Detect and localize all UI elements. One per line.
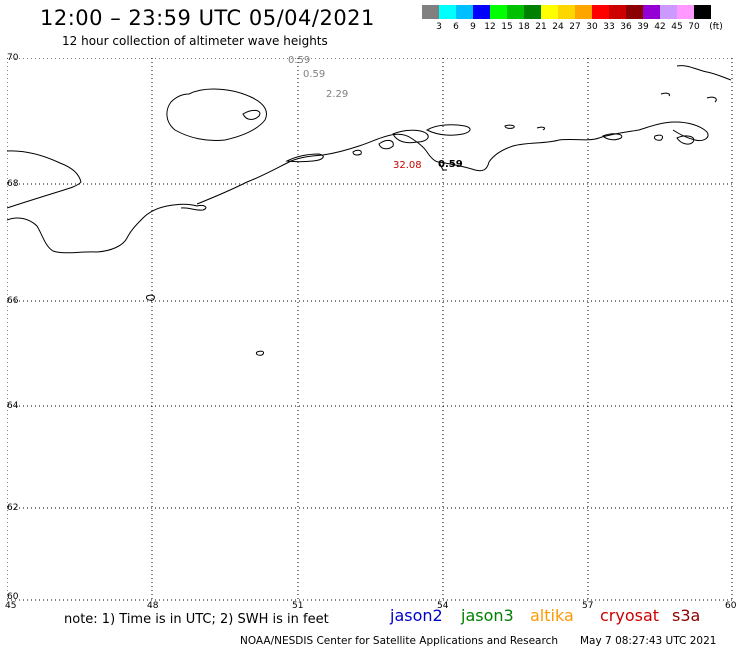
legend-label: 33 <box>603 22 615 32</box>
credit-text: NOAA/NESDIS Center for Satellite Applica… <box>240 635 558 647</box>
legend-swatch <box>694 5 711 19</box>
legend-swatch <box>677 5 694 19</box>
legend-labels: 3 6 9 12 15 18 21 24 27 30 33 36 39 42 4… <box>422 22 740 34</box>
map-gridlines <box>7 58 733 601</box>
legend-label: 6 <box>453 22 459 32</box>
legend-label: 3 <box>436 22 442 32</box>
lon-tick-label: 57 <box>582 601 594 611</box>
wave-height-map <box>7 58 733 601</box>
legend-swatch <box>541 5 558 19</box>
satellite-jason2: jason2 <box>390 606 443 625</box>
lon-tick-label: 48 <box>147 601 159 611</box>
legend-swatch <box>422 5 439 19</box>
legend-label: 15 <box>501 22 513 32</box>
legend-swatch <box>575 5 592 19</box>
map-subtitle: 12 hour collection of altimeter wave hei… <box>62 34 328 48</box>
color-legend <box>422 5 711 19</box>
lat-tick-label: 68 <box>7 179 19 189</box>
legend-label: 9 <box>470 22 476 32</box>
lon-tick-label: 45 <box>5 601 17 611</box>
legend-label: 30 <box>586 22 598 32</box>
legend-swatch <box>626 5 643 19</box>
legend-label: 39 <box>637 22 649 32</box>
wave-height-observation: 0.59 <box>288 55 311 66</box>
lon-tick-label: 60 <box>725 601 737 611</box>
legend-swatch <box>524 5 541 19</box>
legend-swatch <box>609 5 626 19</box>
legend-label: 36 <box>620 22 632 32</box>
legend-swatch <box>473 5 490 19</box>
legend-swatch <box>643 5 660 19</box>
lon-tick-label: 51 <box>292 601 304 611</box>
legend-label: 12 <box>484 22 496 32</box>
lat-tick-label: 70 <box>7 53 19 63</box>
map-title: 12:00 – 23:59 UTC 05/04/2021 <box>40 6 375 30</box>
coastline <box>7 65 732 356</box>
legend-swatch <box>592 5 609 19</box>
legend-swatch <box>439 5 456 19</box>
legend-label: 42 <box>654 22 666 32</box>
legend-swatch <box>456 5 473 19</box>
legend-label: 18 <box>518 22 530 32</box>
satellite-s3a: s3a <box>672 606 701 625</box>
lat-tick-label: 62 <box>7 503 19 513</box>
satellite-altika: altika <box>530 606 574 625</box>
lat-tick-label: 60 <box>7 592 19 602</box>
legend-label: 21 <box>535 22 547 32</box>
footer-note: note: 1) Time is in UTC; 2) SWH is in fe… <box>64 612 329 627</box>
lon-tick-label: 54 <box>437 601 449 611</box>
legend-label: 24 <box>552 22 564 32</box>
legend-swatch <box>558 5 575 19</box>
legend-swatch <box>660 5 677 19</box>
legend-unit: (ft) <box>709 22 723 32</box>
wave-height-observation: 0.59 <box>303 69 326 80</box>
legend-label: 70 <box>688 22 700 32</box>
satellite-jason3: jason3 <box>461 606 514 625</box>
wave-height-observation: 2.29 <box>326 89 349 100</box>
satellite-cryosat: cryosat <box>600 606 660 625</box>
lat-tick-label: 66 <box>7 296 19 306</box>
lat-tick-label: 64 <box>7 401 19 411</box>
legend-swatch <box>507 5 524 19</box>
generation-timestamp: May 7 08:27:43 UTC 2021 <box>580 635 717 647</box>
legend-swatch <box>490 5 507 19</box>
legend-label: 45 <box>671 22 683 32</box>
wave-height-observation: 32.08 <box>393 160 422 171</box>
wave-height-observation: 0.59 <box>438 159 463 170</box>
legend-label: 27 <box>569 22 581 32</box>
